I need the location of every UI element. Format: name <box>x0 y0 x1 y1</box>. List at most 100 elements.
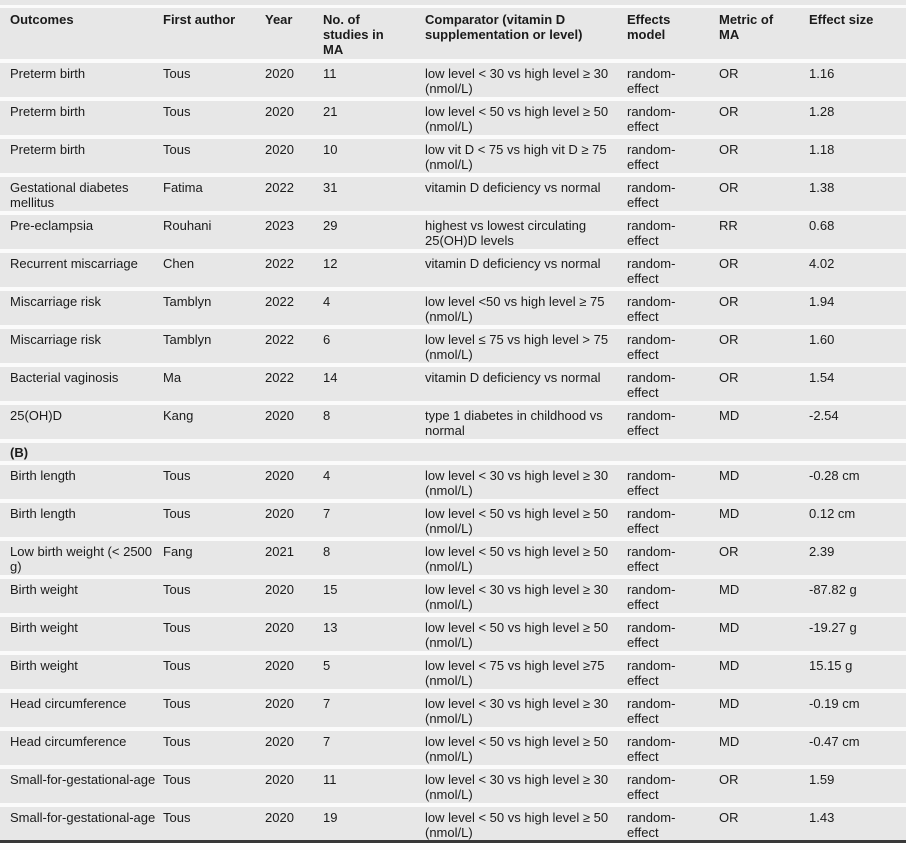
cell-outcome: Head circumference <box>0 693 163 727</box>
cell-first-author: Tous <box>163 769 265 803</box>
cell-effect-size: -0.47 cm <box>809 731 906 765</box>
column-header-metric: Metric of MA <box>719 8 809 59</box>
cell-metric: MD <box>719 405 809 439</box>
cell-metric: OR <box>719 329 809 363</box>
cell-no-of-studies: 7 <box>323 693 425 727</box>
cell-comparator: vitamin D deficiency vs normal <box>425 253 627 287</box>
table-row: 25(OH)D Kang 2020 8 type 1 diabetes in c… <box>0 405 906 439</box>
header-row: Outcomes First author Year No. of studie… <box>0 8 906 59</box>
cell-effect-size: 4.02 <box>809 253 906 287</box>
column-header-effects-model: Effects model <box>627 8 719 59</box>
cell-effects-model: random-effect <box>627 329 719 363</box>
cell-comparator: low level < 50 vs high level ≥ 50 (nmol/… <box>425 807 627 840</box>
table-row: Pre-eclampsia Rouhani 2023 29 highest vs… <box>0 215 906 249</box>
cell-outcome: Birth weight <box>0 579 163 613</box>
table-row: Birth weight Tous 2020 15 low level < 30… <box>0 579 906 613</box>
cell-metric: MD <box>719 503 809 537</box>
cell-effect-size: -0.19 cm <box>809 693 906 727</box>
cell-effects-model: random-effect <box>627 101 719 135</box>
cell-effect-size: -19.27 g <box>809 617 906 651</box>
cell-year: 2022 <box>265 367 323 401</box>
cell-comparator: low level < 50 vs high level ≥ 50 (nmol/… <box>425 541 627 575</box>
column-header-outcomes: Outcomes <box>0 8 163 59</box>
cell-effects-model: random-effect <box>627 807 719 840</box>
cell-year: 2020 <box>265 101 323 135</box>
cell-effect-size: 0.68 <box>809 215 906 249</box>
cell-metric: MD <box>719 731 809 765</box>
cell-effect-size: 1.60 <box>809 329 906 363</box>
cell-effect-size: -87.82 g <box>809 579 906 613</box>
cell-effect-size: -0.28 cm <box>809 465 906 499</box>
cell-metric: MD <box>719 693 809 727</box>
cell-comparator: low level < 30 vs high level ≥ 30 (nmol/… <box>425 693 627 727</box>
cell-metric: MD <box>719 655 809 689</box>
table-row: Birth weight Tous 2020 5 low level < 75 … <box>0 655 906 689</box>
section-row: (B) <box>0 443 906 461</box>
table-row: Recurrent miscarriage Chen 2022 12 vitam… <box>0 253 906 287</box>
column-header-first-author: First author <box>163 8 265 59</box>
cell-no-of-studies: 31 <box>323 177 425 211</box>
cell-year: 2023 <box>265 215 323 249</box>
cell-no-of-studies: 14 <box>323 367 425 401</box>
cell-effects-model: random-effect <box>627 693 719 727</box>
cell-effects-model: random-effect <box>627 465 719 499</box>
cell-effects-model: random-effect <box>627 291 719 325</box>
cell-no-of-studies: 12 <box>323 253 425 287</box>
cell-year: 2021 <box>265 541 323 575</box>
top-band-fragment <box>0 0 906 5</box>
cell-comparator: low level < 50 vs high level ≥ 50 (nmol/… <box>425 731 627 765</box>
cell-year: 2020 <box>265 465 323 499</box>
cell-metric: OR <box>719 807 809 840</box>
section-label: (B) <box>0 443 906 461</box>
cell-no-of-studies: 4 <box>323 291 425 325</box>
cell-comparator: low level < 50 vs high level ≥ 50 (nmol/… <box>425 101 627 135</box>
cell-first-author: Tous <box>163 101 265 135</box>
cell-metric: OR <box>719 101 809 135</box>
table-row: Birth weight Tous 2020 13 low level < 50… <box>0 617 906 651</box>
cell-metric: OR <box>719 139 809 173</box>
cell-no-of-studies: 13 <box>323 617 425 651</box>
cell-outcome: Recurrent miscarriage <box>0 253 163 287</box>
cell-comparator: low level < 75 vs high level ≥75 (nmol/L… <box>425 655 627 689</box>
cell-year: 2022 <box>265 177 323 211</box>
cell-effects-model: random-effect <box>627 139 719 173</box>
cell-metric: OR <box>719 253 809 287</box>
cell-outcome: 25(OH)D <box>0 405 163 439</box>
cell-first-author: Chen <box>163 253 265 287</box>
cell-comparator: vitamin D deficiency vs normal <box>425 177 627 211</box>
cell-outcome: Preterm birth <box>0 139 163 173</box>
cell-outcome: Birth length <box>0 503 163 537</box>
cell-comparator: type 1 diabetes in childhood vs normal <box>425 405 627 439</box>
meta-analysis-table: Outcomes First author Year No. of studie… <box>0 4 906 840</box>
cell-no-of-studies: 29 <box>323 215 425 249</box>
cell-effects-model: random-effect <box>627 215 719 249</box>
cell-first-author: Ma <box>163 367 265 401</box>
cell-outcome: Low birth weight (< 2500 g) <box>0 541 163 575</box>
cell-year: 2022 <box>265 329 323 363</box>
cell-no-of-studies: 11 <box>323 769 425 803</box>
cell-effects-model: random-effect <box>627 63 719 97</box>
cell-year: 2020 <box>265 807 323 840</box>
cell-outcome: Birth weight <box>0 617 163 651</box>
cell-outcome: Preterm birth <box>0 63 163 97</box>
cell-effect-size: 1.16 <box>809 63 906 97</box>
cell-year: 2020 <box>265 503 323 537</box>
column-header-comparator: Comparator (vitamin D supplementation or… <box>425 8 627 59</box>
cell-year: 2020 <box>265 139 323 173</box>
cell-outcome: Birth length <box>0 465 163 499</box>
cell-effect-size: 1.43 <box>809 807 906 840</box>
cell-no-of-studies: 8 <box>323 541 425 575</box>
cell-comparator: low level < 30 vs high level ≥ 30 (nmol/… <box>425 579 627 613</box>
cell-first-author: Tamblyn <box>163 291 265 325</box>
cell-no-of-studies: 8 <box>323 405 425 439</box>
cell-no-of-studies: 4 <box>323 465 425 499</box>
cell-comparator: low level <50 vs high level ≥ 75 (nmol/L… <box>425 291 627 325</box>
cell-metric: MD <box>719 617 809 651</box>
table-row: Head circumference Tous 2020 7 low level… <box>0 693 906 727</box>
cell-first-author: Fang <box>163 541 265 575</box>
cell-metric: OR <box>719 769 809 803</box>
cell-effects-model: random-effect <box>627 503 719 537</box>
cell-first-author: Tous <box>163 807 265 840</box>
cell-effect-size: 1.18 <box>809 139 906 173</box>
